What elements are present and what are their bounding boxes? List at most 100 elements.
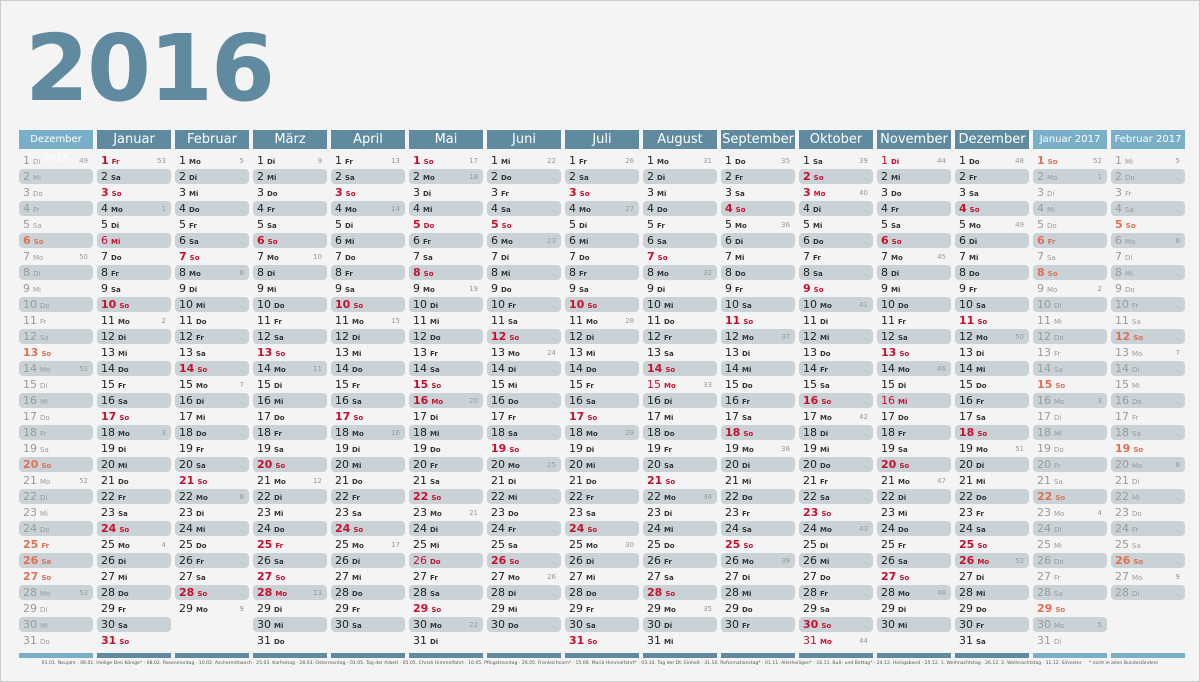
weekday-label: Fr: [352, 606, 360, 614]
week-number: 4: [161, 541, 166, 549]
day-number: 13: [725, 346, 739, 359]
week-number: 41: [859, 301, 868, 309]
day-number: 25: [647, 538, 661, 551]
day-number: 6: [725, 234, 732, 247]
day-cell: 6 Mi: [331, 233, 405, 248]
day-number: 30: [803, 618, 819, 631]
day-number: 7: [335, 250, 342, 263]
day-number: 17: [881, 410, 895, 423]
weekday-label: Fr: [976, 622, 984, 630]
day-cell: 6 Di: [955, 233, 1029, 248]
day-number: 7: [1115, 250, 1122, 263]
day-number: 2: [1037, 170, 1044, 183]
weekday-label: So: [977, 542, 988, 550]
day-cell: 22 Do: [955, 489, 1029, 504]
day-cell: 4 Fr: [877, 201, 951, 216]
day-number: 25: [1115, 538, 1129, 551]
weekday-label: So: [743, 542, 754, 550]
day-cell: 16 Sa: [331, 393, 405, 408]
month-column: August 1 Mo 31 2 Di 3 Mi 4 Do 5 Fr 6 Sa 7 So 8 Mo 32 9 Di 10 M…: [643, 130, 717, 658]
day-cell: 3 So: [565, 185, 639, 201]
weekday-label: Mo: [664, 382, 676, 390]
weekday-label: Sa: [508, 318, 518, 326]
day-cell: 15 Do: [721, 377, 795, 393]
day-cell: 8 Do: [955, 265, 1029, 280]
week-number: 1: [161, 205, 166, 213]
empty-cell: [1111, 617, 1185, 632]
day-cell: 20 Fr: [409, 457, 483, 472]
day-number: 1: [725, 154, 732, 167]
week-number: 24: [547, 349, 556, 357]
weekday-label: Do: [664, 430, 675, 438]
day-cell: 15 Fr: [97, 377, 171, 393]
day-number: 27: [803, 570, 817, 583]
weekday-label: Di: [274, 382, 283, 390]
weekday-label: Mo: [40, 478, 51, 486]
day-cell: 8 Fr: [565, 265, 639, 280]
weekday-label: Fr: [430, 350, 438, 358]
day-cell: 30 Sa: [97, 617, 171, 632]
weekday-label: Mo: [1132, 574, 1143, 582]
day-cell: 24 Do: [19, 521, 93, 536]
weekday-label: Fr: [508, 526, 516, 534]
day-number: 19: [335, 442, 349, 455]
weekday-label: So: [977, 318, 988, 326]
day-cell: 18 Sa: [1111, 425, 1185, 440]
day-number: 8: [335, 266, 342, 279]
day-cell: 18 Do: [175, 425, 249, 440]
day-cell: 26 Mi: [799, 553, 873, 568]
weekday-label: Fr: [33, 206, 40, 214]
weekday-label: Mi: [508, 382, 518, 390]
week-number: 6: [1175, 237, 1180, 245]
weekday-label: Di: [274, 606, 283, 614]
weekday-label: Fr: [508, 414, 516, 422]
day-number: 2: [881, 170, 888, 183]
day-cell: 3 Fr: [487, 185, 561, 201]
weekday-label: Fr: [1054, 462, 1061, 470]
weekday-label: So: [587, 526, 598, 534]
day-number: 17: [1037, 410, 1051, 423]
day-cell: 13 Mo 7: [1111, 345, 1185, 361]
day-number: 2: [491, 170, 498, 183]
day-cell: 22 Sa: [799, 489, 873, 504]
day-number: 10: [959, 298, 973, 311]
day-cell: 29 Di: [877, 601, 951, 617]
weekday-label: Mo: [579, 206, 591, 214]
weekday-label: Mi: [423, 206, 433, 214]
day-cell: 2 Mo 18: [409, 169, 483, 184]
day-number: 28: [179, 586, 195, 599]
day-number: 2: [569, 170, 576, 183]
weekday-label: Di: [1054, 302, 1062, 310]
day-number: 2: [413, 170, 420, 183]
day-cell: 19 Mo 51: [955, 441, 1029, 457]
day-number: 23: [179, 506, 193, 519]
day-number: 20: [257, 458, 273, 471]
weekday-label: Sa: [813, 158, 823, 166]
day-cell: 29 Mi: [487, 601, 561, 617]
day-number: 29: [803, 602, 817, 615]
weekday-label: Sa: [586, 510, 596, 518]
weekday-label: Di: [976, 462, 985, 470]
day-number: 26: [803, 554, 817, 567]
day-number: 13: [101, 346, 115, 359]
day-number: 16: [257, 394, 271, 407]
weekday-label: Di: [579, 222, 588, 230]
day-number: 23: [413, 506, 427, 519]
day-cell: 1 Mo 31: [643, 153, 717, 169]
week-number: 7: [1175, 349, 1180, 357]
day-number: 3: [413, 186, 420, 199]
day-cell: 22 Di: [253, 489, 327, 504]
day-cell: 25 Sa: [1111, 537, 1185, 553]
weekday-label: Sa: [352, 622, 362, 630]
day-number: 2: [959, 170, 966, 183]
weekday-label: Do: [40, 638, 50, 646]
day-number: 16: [647, 394, 661, 407]
day-cell: 26 Fr: [643, 553, 717, 568]
day-number: 1: [647, 154, 654, 167]
day-number: 21: [413, 474, 427, 487]
day-number: 20: [803, 458, 817, 471]
day-number: 17: [959, 410, 973, 423]
day-cell: 4 Mi: [409, 201, 483, 216]
weekday-label: Mo: [657, 270, 669, 278]
day-number: 6: [1115, 234, 1122, 247]
